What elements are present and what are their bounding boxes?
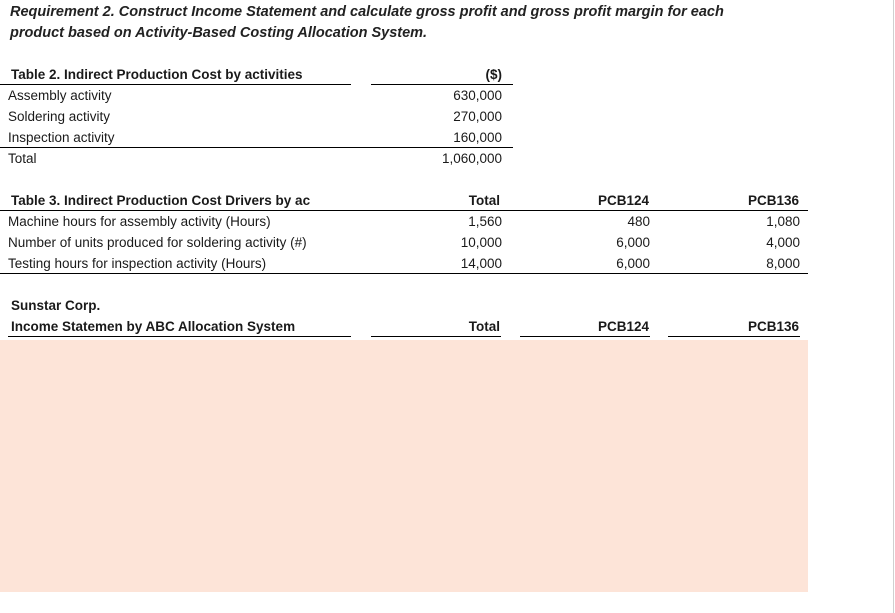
income-header-pcb136: PCB136 — [747, 319, 799, 334]
requirement-line-1: Requirement 2. Construct Income Statemen… — [10, 4, 724, 20]
table2-row-value: 160,000 — [453, 130, 502, 145]
income-header-pcb124: PCB124 — [597, 319, 649, 334]
table2-row-value: 630,000 — [453, 88, 502, 103]
table2-title: Table 2. Indirect Production Cost by act… — [11, 67, 303, 82]
table3-row-pcb136: 4,000 — [766, 235, 800, 250]
requirement-line-2: product based on Activity-Based Costing … — [10, 25, 428, 41]
table3-row-pcb124: 6,000 — [616, 256, 650, 271]
table3-row-pcb124: 6,000 — [616, 235, 650, 250]
table2-unit-header: ($) — [485, 67, 503, 82]
table3-header-total: Total — [468, 193, 500, 208]
income-header-total: Total — [468, 319, 500, 334]
income-statement-title: Income Statemen by ABC Allocation System — [11, 319, 296, 334]
table3-row-label: Machine hours for assembly activity (Hou… — [8, 214, 271, 229]
table3-header-pcb136: PCB136 — [747, 193, 799, 208]
table2-total-value: 1,060,000 — [441, 151, 502, 166]
table3-row-pcb124: 480 — [627, 214, 650, 229]
answer-input-area[interactable] — [0, 340, 808, 592]
table3-row-total: 14,000 — [460, 256, 502, 271]
window-edge — [893, 0, 894, 613]
table3-row-total: 10,000 — [460, 235, 502, 250]
company-name: Sunstar Corp. — [11, 298, 101, 313]
table2-row-label: Assembly activity — [8, 88, 112, 103]
table3-row-pcb136: 1,080 — [766, 214, 800, 229]
table3-title: Table 3. Indirect Production Cost Driver… — [11, 193, 311, 208]
table3-row-label: Testing hours for inspection activity (H… — [8, 256, 267, 271]
table2-row-label: Soldering activity — [8, 109, 111, 124]
table3-header-pcb124: PCB124 — [597, 193, 649, 208]
table3-row-label: Number of units produced for soldering a… — [8, 235, 307, 250]
table2-row-label: Inspection activity — [8, 130, 115, 145]
table2-total-label: Total — [8, 151, 37, 166]
table3-row-total: 1,560 — [468, 214, 502, 229]
table3-row-pcb136: 8,000 — [766, 256, 800, 271]
table2-row-value: 270,000 — [453, 109, 502, 124]
